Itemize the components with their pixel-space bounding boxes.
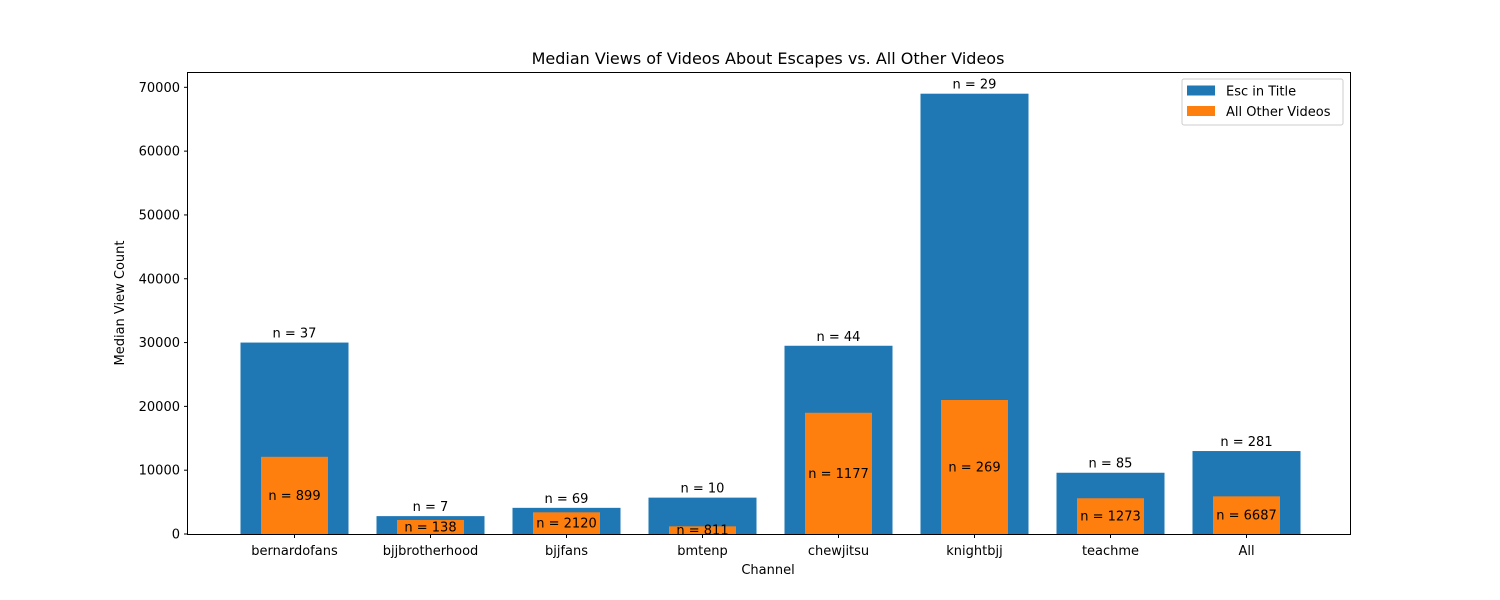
bar-label-all-other-videos-bjjfans: n = 2120 <box>536 517 596 532</box>
bar-label-esc-in-title-all: n = 281 <box>1220 435 1272 450</box>
y-tick-label: 20000 <box>139 400 180 415</box>
bar-label-all-other-videos-bjjbrotherhood: n = 138 <box>404 520 456 535</box>
legend-swatch-esc-in-title <box>1187 85 1215 96</box>
bar-all-other-videos-bmtenp <box>669 526 736 534</box>
x-tick-label-bmtenp: bmtenp <box>677 544 728 559</box>
y-tick-label: 60000 <box>139 145 180 160</box>
y-tick-label: 10000 <box>139 464 180 479</box>
bar-label-esc-in-title-bmtenp: n = 10 <box>681 482 725 497</box>
bars-layer <box>240 93 1301 534</box>
legend-label-esc-in-title: Esc in Title <box>1226 85 1296 100</box>
y-axis-label: Median View Count <box>113 240 128 365</box>
legend-swatch-all-other-videos <box>1187 106 1215 116</box>
bar-label-esc-in-title-bjjbrotherhood: n = 7 <box>413 500 449 515</box>
x-tick-label-knightbjj: knightbjj <box>946 544 1002 559</box>
y-tick-label: 30000 <box>139 336 180 351</box>
chart-title: Median Views of Videos About Escapes vs.… <box>532 49 1005 68</box>
bar-all-other-videos-knightbjj <box>941 399 1008 534</box>
legend-label-all-other-videos: All Other Videos <box>1226 105 1331 120</box>
bar-all-other-videos-bjjbrotherhood <box>397 519 464 534</box>
bar-label-all-other-videos-teachme: n = 1273 <box>1080 510 1140 525</box>
bar-label-esc-in-title-chewjitsu: n = 44 <box>817 330 861 345</box>
bar-label-all-other-videos-chewjitsu: n = 1177 <box>808 467 868 482</box>
bar-label-esc-in-title-knightbjj: n = 29 <box>953 78 997 93</box>
bar-all-other-videos-chewjitsu <box>805 412 872 534</box>
x-tick-label-teachme: teachme <box>1082 544 1139 559</box>
bar-all-other-videos-bjjfans <box>533 512 600 534</box>
x-tick-label-bjjfans: bjjfans <box>545 544 588 559</box>
bar-all-other-videos-all <box>1213 496 1280 534</box>
x-axis: bernardofans bjjbrotherhood bjjfans bmtenp c… <box>251 534 1255 559</box>
bar-label-all-other-videos-knightbjj: n = 269 <box>948 460 1000 475</box>
bar-label-all-other-videos-all: n = 6687 <box>1216 509 1276 524</box>
y-axis: 0 10000 20000 30000 40000 50000 60000 70000 <box>139 81 188 543</box>
x-tick-label-bjjbrotherhood: bjjbrotherhood <box>383 544 479 559</box>
bar-all-other-videos-bernardofans <box>261 456 328 534</box>
legend-box <box>1181 78 1344 126</box>
x-tick-label-chewjitsu: chewjitsu <box>808 544 869 559</box>
y-tick-label: 70000 <box>139 81 180 96</box>
y-tick-label: 50000 <box>139 208 180 223</box>
bar-all-other-videos-teachme <box>1077 498 1144 534</box>
legend: Esc in Title All Other Videos <box>1181 78 1344 126</box>
bar-label-esc-in-title-teachme: n = 85 <box>1089 457 1133 472</box>
bar-label-esc-in-title-bjjfans: n = 69 <box>545 492 589 507</box>
y-tick-label: 0 <box>172 528 180 543</box>
bar-label-all-other-videos-bernardofans: n = 899 <box>268 489 320 504</box>
x-tick-label-bernardofans: bernardofans <box>251 544 338 559</box>
plot-frame <box>187 72 1351 535</box>
bar-label-esc-in-title-bernardofans: n = 37 <box>273 327 317 342</box>
bar-labels-layer: n = 37 n = 7 n = 69 n = 10 n = 44 n = 29 n = 8… <box>268 78 1276 539</box>
x-axis-label: Channel <box>741 563 794 578</box>
x-tick-label-all: All <box>1238 544 1254 559</box>
y-tick-label: 40000 <box>139 272 180 287</box>
